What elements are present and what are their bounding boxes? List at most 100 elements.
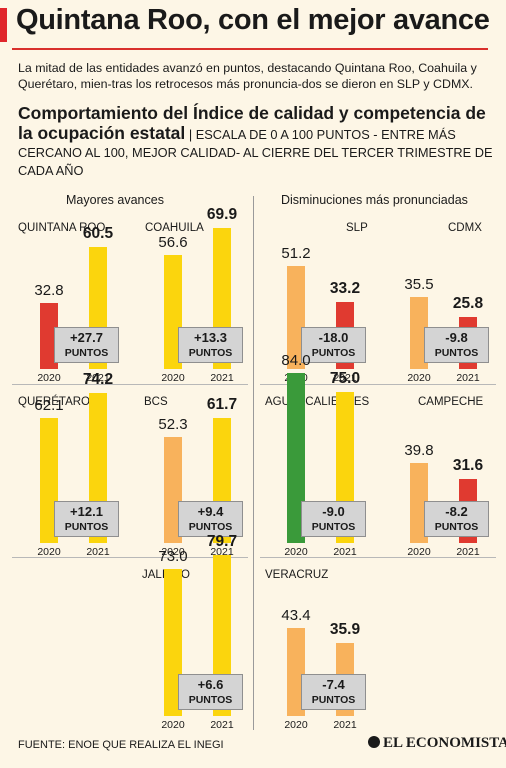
bar-2020 (287, 373, 305, 543)
year-label-2020: 2020 (37, 546, 61, 558)
row-divider (260, 557, 496, 558)
bar-2020 (287, 628, 305, 716)
year-label-2021: 2021 (86, 372, 110, 384)
change-badge: +9.4 PUNTOS (178, 501, 243, 537)
value-label-2021: 79.7 (206, 533, 238, 551)
year-label-2020: 2020 (284, 546, 308, 558)
value-label-2020: 32.8 (34, 281, 64, 299)
state-panel: CDMX 35.5 25.8 -9.8 PUNTOS 2020 2021 (388, 222, 506, 388)
state-name: QUERÉTARO (18, 396, 90, 408)
year-label-2020: 2020 (407, 546, 431, 558)
change-badge: -18.0 PUNTOS (301, 327, 366, 363)
value-label-2021: 60.5 (82, 224, 114, 242)
value-label-2020: 73.0 (158, 547, 188, 565)
subtitle-note: | ESCALA DE 0 A 100 PUNTOS - ENTRE MÁS C… (18, 127, 493, 178)
change-badge: +12.1 PUNTOS (54, 501, 119, 537)
change-badge: -7.4 PUNTOS (301, 674, 366, 710)
state-name: CDMX (448, 222, 482, 234)
change-units: PUNTOS (188, 694, 233, 706)
value-label-2021: 31.6 (452, 457, 484, 475)
page-title: Quintana Roo, con el mejor avance (16, 4, 490, 36)
year-label-2021: 2021 (210, 719, 234, 731)
change-value: -8.2 (445, 504, 468, 519)
year-label-2021: 2021 (333, 546, 357, 558)
year-label-2020: 2020 (161, 719, 185, 731)
change-units: PUNTOS (64, 521, 109, 533)
year-label-2021: 2021 (456, 372, 480, 384)
state-panel: QUINTANA ROO 32.8 60.5 +27.7 PUNTOS 2020 2021 (18, 222, 141, 388)
year-label-2020: 2020 (161, 546, 185, 558)
change-value: -18.0 (318, 330, 349, 345)
state-panel: AGUASCALIENTES 84.0 75.0 -9.0 PUNTOS 2020 2021 (265, 352, 388, 562)
value-label-2020: 62.1 (34, 396, 64, 414)
state-name: QUINTANA ROO (18, 222, 106, 234)
year-label-2020: 2020 (161, 372, 185, 384)
value-label-2020: 51.2 (281, 244, 311, 262)
bar-2020 (40, 417, 58, 543)
bar-2020 (164, 568, 182, 716)
value-label-2020: 35.5 (404, 276, 434, 294)
year-label-2021: 2021 (86, 546, 110, 558)
column-heading-gains: Mayores avances (66, 193, 164, 207)
value-label-2021: 74.2 (82, 371, 114, 389)
brand-dot-icon (368, 736, 380, 748)
state-panel: COAHUILA 56.6 69.9 +13.3 PUNTOS 2020 2021 (142, 206, 265, 388)
state-name: CAMPECHE (418, 396, 484, 408)
state-name: BCS (144, 396, 168, 408)
year-label-2021: 2021 (333, 372, 357, 384)
bar-2020 (287, 265, 305, 369)
state-panel: CAMPECHE 39.8 31.6 -8.2 PUNTOS 2020 2021 (388, 396, 506, 562)
chart-subtitle: Comportamiento del Índice de calidad y c… (18, 104, 498, 180)
change-badge: -9.0 PUNTOS (301, 501, 366, 537)
state-panel: BCS 52.3 61.7 +9.4 PUNTOS 2020 2021 (142, 396, 265, 562)
state-panel: VERACRUZ 43.4 35.9 -7.4 PUNTOS 2020 2021 (265, 569, 388, 735)
subtitle-bold: Comportamiento del Índice de calidad y c… (18, 103, 486, 143)
bar-2020 (410, 297, 428, 369)
row-divider (12, 557, 248, 558)
column-divider (253, 196, 254, 730)
change-badge: +27.7 PUNTOS (54, 327, 119, 363)
change-value: -9.0 (322, 504, 345, 519)
change-value: +9.4 (197, 504, 224, 519)
year-label-2021: 2021 (333, 719, 357, 731)
bar-2020 (164, 254, 182, 369)
change-value: +6.6 (197, 677, 224, 692)
brand-name: EL ECONOMISTA (383, 735, 506, 751)
change-badge: +13.3 PUNTOS (178, 327, 243, 363)
bar-2020 (410, 462, 428, 543)
title-accent-bar (0, 8, 7, 42)
value-label-2021: 69.9 (206, 205, 238, 223)
value-label-2020: 52.3 (158, 416, 188, 434)
intro-text: La mitad de las entidades avanzó en punt… (18, 61, 477, 91)
change-badge: -9.8 PUNTOS (424, 327, 489, 363)
year-label-2020: 2020 (284, 719, 308, 731)
state-name: SLP (346, 222, 368, 234)
value-label-2021: 61.7 (206, 396, 238, 414)
state-name: COAHUILA (145, 222, 204, 234)
change-value: +13.3 (194, 330, 227, 345)
value-label-2021: 25.8 (452, 294, 484, 312)
change-units: PUNTOS (311, 694, 356, 706)
title-divider (12, 48, 488, 50)
source-note: FUENTE: ENOE QUE REALIZA EL INEGI (18, 739, 224, 751)
brand-logo: EL ECONOMISTA (368, 735, 506, 752)
value-label-2020: 84.0 (281, 352, 311, 370)
column-heading-declines: Disminuciones más pronunciadas (281, 193, 468, 207)
change-value: +27.7 (70, 330, 103, 345)
change-badge: -8.2 PUNTOS (424, 501, 489, 537)
change-badge: +6.6 PUNTOS (178, 674, 243, 710)
year-label-2021: 2021 (456, 546, 480, 558)
change-value: -9.8 (445, 330, 468, 345)
year-label-2021: 2021 (210, 372, 234, 384)
year-label-2021: 2021 (210, 546, 234, 558)
year-label-2020: 2020 (37, 372, 61, 384)
value-label-2021: 33.2 (329, 279, 361, 297)
value-label-2020: 43.4 (281, 607, 311, 625)
bar-2020 (164, 437, 182, 543)
change-value: -7.4 (322, 677, 345, 692)
value-label-2020: 39.8 (404, 441, 434, 459)
change-units: PUNTOS (311, 521, 356, 533)
change-units: PUNTOS (188, 347, 233, 359)
